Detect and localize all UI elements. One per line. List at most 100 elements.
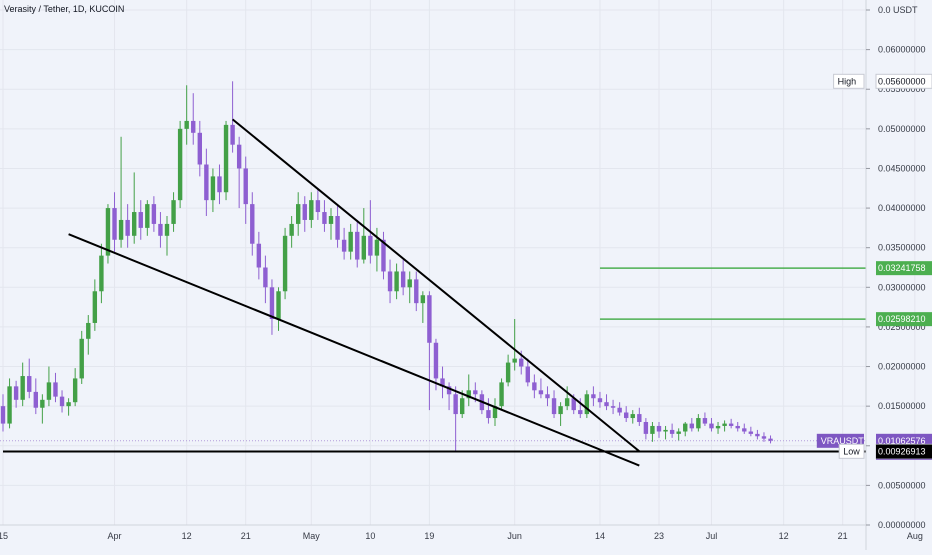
current-badge-label: VRAUSDT (821, 436, 865, 446)
y-tick-label: 0.05500000 (878, 84, 926, 94)
chart-title: Verasity / Tether, 1D, KUCOIN (4, 4, 125, 14)
candle-body (27, 376, 32, 392)
candle-body (151, 204, 157, 224)
candle-body (13, 386, 19, 400)
candle-body (761, 436, 767, 439)
high-badge-label-box (833, 73, 865, 89)
x-tick-label: May (303, 531, 321, 541)
candle-body (466, 390, 471, 399)
candle-body (473, 390, 478, 395)
candle-body (138, 212, 143, 228)
candle-body (374, 239, 380, 256)
candle-body (230, 124, 235, 145)
y-tick-label: 0.03500000 (878, 243, 926, 253)
candle-body (171, 200, 176, 224)
candle-body (46, 382, 52, 400)
candle-body (696, 418, 701, 429)
candle-body (361, 235, 366, 260)
candle-body (591, 394, 596, 399)
candle-body (33, 391, 38, 408)
candle-body (604, 402, 609, 407)
candle-body (453, 394, 458, 415)
x-tick-label: 12 (182, 531, 192, 541)
y-tick-label: 0.06000000 (878, 45, 926, 55)
candle-body (322, 212, 327, 224)
candle-body (722, 423, 727, 426)
candle-body (525, 366, 530, 383)
candle-body (7, 386, 12, 424)
candle-body (309, 200, 314, 220)
y-tick-label: 0.02000000 (878, 362, 926, 372)
candle-body (656, 425, 662, 432)
x-tick-label: Jun (507, 531, 522, 541)
candle-body (164, 223, 170, 236)
candle-body (768, 438, 773, 442)
candle-body (0, 406, 6, 424)
candle-body (584, 394, 590, 415)
candle-body (145, 204, 150, 228)
target1-badge-value: 0.03241758 (878, 263, 926, 273)
candle-body (296, 204, 301, 224)
x-tick-label: 10 (365, 531, 375, 541)
candle-body (302, 204, 307, 220)
candle-body (433, 342, 439, 379)
candle-body (427, 295, 432, 343)
x-tick-label: 19 (424, 531, 434, 541)
trendline-lower-support (68, 233, 640, 467)
x-tick-label: 21 (838, 531, 848, 541)
candle-body (420, 295, 426, 304)
time-axis[interactable]: 15 Apr 12 21 May 10 19 Jun 14 23 Jul 12 21 Aug (0, 524, 923, 541)
candle-body (446, 386, 452, 395)
candle-body (460, 398, 465, 415)
candle-body (86, 322, 91, 339)
candle-body (663, 429, 668, 432)
candle-body (105, 208, 111, 256)
candle-body (263, 267, 268, 288)
y-tick-label: 0.02500000 (878, 322, 926, 332)
candle-body (755, 433, 760, 437)
candle-body (177, 128, 183, 201)
x-tick-label: 23 (654, 531, 664, 541)
x-tick-label: Jul (706, 531, 718, 541)
target2-badge-value-box (876, 312, 932, 327)
high-badge-value: 0.05600000 (878, 76, 926, 86)
y-tick-label: 0.0 USDT (878, 5, 918, 15)
trendline-upper-resistance (231, 118, 640, 453)
candle-body (551, 398, 557, 415)
candle-body (158, 223, 163, 236)
candle-body (118, 219, 124, 240)
candle-body (256, 243, 262, 268)
candle-body (315, 200, 321, 213)
candle-body (709, 423, 714, 429)
support-badge-value-box (876, 444, 932, 459)
candle-body (99, 255, 104, 292)
candle-body (676, 431, 681, 434)
candle-body (348, 231, 353, 252)
candle-body (66, 402, 71, 407)
candle-body (223, 124, 229, 193)
candle-body (250, 204, 255, 244)
candle-body (387, 271, 393, 292)
x-tick-label: Apr (108, 531, 122, 541)
x-tick-label: 12 (779, 531, 789, 541)
candle-body (40, 399, 45, 408)
candle-body (335, 216, 340, 240)
candle-body (217, 176, 222, 193)
candle-body (92, 291, 98, 323)
low-badge-label: Low (843, 446, 860, 456)
x-tick-label: 21 (241, 531, 251, 541)
candle-body (558, 406, 563, 415)
candle-body (748, 431, 754, 434)
support-badge-value: 0.00926913 (878, 447, 926, 457)
candle-body (79, 338, 84, 379)
candle-body (269, 287, 275, 319)
candle-body (20, 376, 25, 400)
y-tick-label: 0.03000000 (878, 282, 926, 292)
candle-body (59, 396, 65, 407)
candle-body (440, 378, 445, 387)
candle-body (243, 168, 248, 205)
drawing-lines (0, 118, 866, 467)
candle-body (519, 358, 524, 367)
